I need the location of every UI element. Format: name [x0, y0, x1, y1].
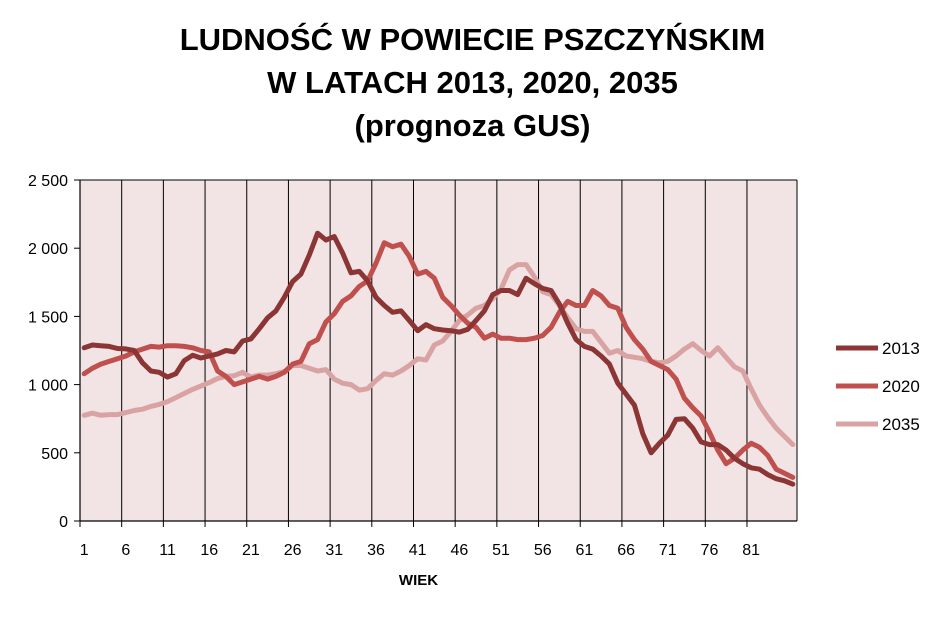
- x-tick-label: 61: [576, 542, 594, 559]
- legend: 2013 2020 2035: [836, 339, 920, 434]
- legend-label-2035: 2035: [882, 415, 920, 434]
- x-tick-label: 21: [242, 542, 260, 559]
- plot-area: [80, 180, 797, 521]
- x-axis-label: WIEK: [399, 572, 438, 589]
- y-tick-label: 1 500: [28, 309, 68, 326]
- series-line-2020: [81, 240, 796, 480]
- y-tick-label: 2 500: [28, 173, 68, 190]
- y-tick-label: 1 000: [28, 378, 68, 395]
- chart-title-line-2: W LATACH 2013, 2020, 2035: [267, 65, 678, 100]
- x-tick-label: 71: [659, 542, 677, 559]
- x-tick-label: 76: [701, 542, 719, 559]
- legend-label-2020: 2020: [882, 377, 920, 396]
- vertical-gridlines: [80, 179, 798, 521]
- series-lines: [81, 230, 796, 487]
- chart-title-line-1: LUDNOŚĆ W POWIECIE PSZCZYŃSKIM: [179, 22, 766, 57]
- chart-title-line-3: (prognoza GUS): [354, 108, 591, 143]
- x-tick-label: 31: [325, 542, 343, 559]
- x-axis-tick-labels: 1 6 11 16 21 26 31 36 41 46 51 56 61 66 71 76 81: [80, 542, 760, 559]
- x-tick-label: 81: [742, 542, 760, 559]
- y-tick-label: 2 000: [28, 241, 68, 258]
- x-tick-label: 46: [450, 542, 468, 559]
- x-tick-label: 26: [284, 542, 302, 559]
- y-axis-tick-labels: 0 500 1 000 1 500 2 000 2 500: [28, 173, 68, 531]
- x-tick-label: 1: [80, 542, 89, 559]
- chart-title: LUDNOŚĆ W POWIECIE PSZCZYŃSKIM W LATACH …: [0, 18, 945, 147]
- x-tick-label: 56: [534, 542, 552, 559]
- x-tick-label: 41: [409, 542, 427, 559]
- x-tick-label: 16: [200, 542, 218, 559]
- series-line-2013: [81, 230, 796, 487]
- x-tick-label: 66: [617, 542, 635, 559]
- series-line-2035: [81, 262, 796, 448]
- x-tick-label: 11: [159, 542, 176, 559]
- y-tick-label: 500: [41, 446, 68, 463]
- axes: [74, 179, 797, 527]
- x-tick-label: 51: [492, 542, 510, 559]
- legend-label-2013: 2013: [882, 339, 920, 358]
- x-tick-label: 6: [121, 542, 130, 559]
- x-tick-label: 36: [367, 542, 385, 559]
- y-tick-label: 0: [59, 514, 68, 531]
